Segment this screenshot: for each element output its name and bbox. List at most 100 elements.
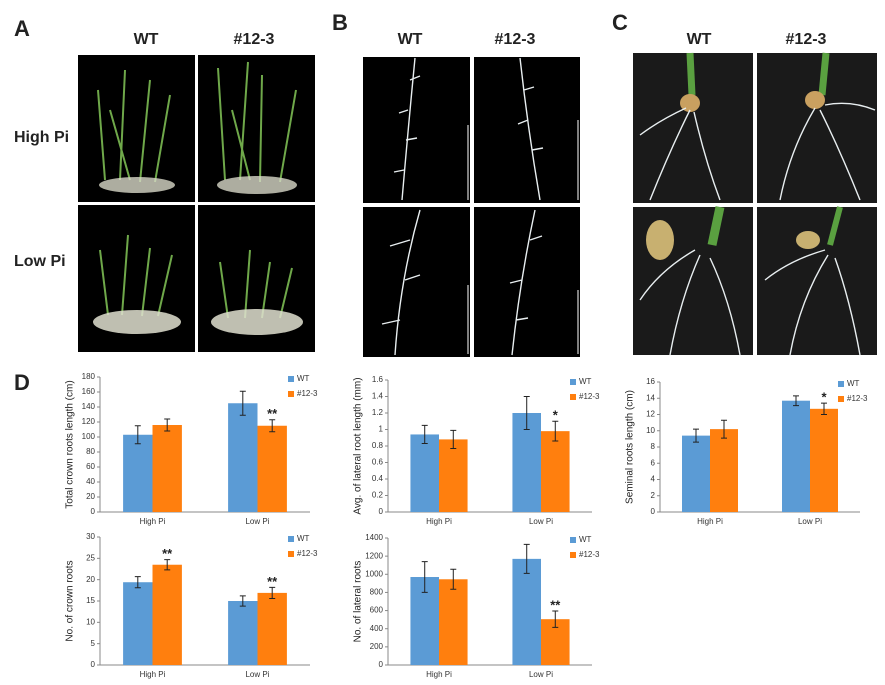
error-bar [239,390,246,416]
photo-grid-a [78,55,315,352]
y-tick-label: 14 [646,393,655,402]
bar [123,582,153,665]
y-tick-label: 800 [370,588,384,597]
x-tick-label: Low Pi [529,517,553,526]
column-header: WT [134,31,159,48]
x-tick-label: Low Pi [245,670,269,679]
y-tick-label: 4 [651,475,656,484]
y-axis-label: No. of lateral roots [353,561,364,643]
error-bar [164,418,171,432]
x-tick-label: High Pi [140,517,166,526]
y-tick-label: 6 [651,458,656,467]
y-tick-label: 1400 [365,533,383,542]
legend-label: #12-3 [297,549,318,558]
bar [152,564,182,665]
legend-label: #12-3 [579,550,600,559]
legend-label: WT [297,534,310,543]
column-header: #12-3 [495,31,536,48]
y-tick-label: 25 [86,553,95,562]
y-axis-label: Avg. of lateral root length (mm) [353,377,364,514]
x-tick-label: High Pi [426,670,452,679]
error-bar [523,396,530,430]
panel-label: C [612,10,628,35]
bar [439,439,468,512]
y-tick-label: 16 [646,377,655,386]
bar [228,403,258,512]
y-tick-label: 0 [91,660,96,669]
bar [782,400,810,512]
column-header: WT [398,31,423,48]
y-tick-label: 8 [651,442,656,451]
y-tick-label: 20 [86,492,95,501]
row-header: Low Pi [14,253,66,270]
bar [810,408,838,512]
y-tick-label: 0 [651,507,656,516]
error-bar [134,425,141,445]
legend-swatch [570,394,576,400]
y-tick-label: 0 [91,507,96,516]
y-axis-label: Seminal roots length (cm) [625,390,636,504]
bar [123,434,153,512]
error-bar [450,568,457,590]
column-header: #12-3 [234,31,275,48]
y-tick-label: 600 [370,606,384,615]
error-bar [721,419,727,439]
bar [257,592,287,665]
y-tick-label: 0.4 [372,474,384,483]
legend-swatch [838,381,844,387]
y-tick-label: 1 [379,425,384,434]
y-tick-label: 10 [646,426,655,435]
error-bar [269,586,276,599]
legend-swatch [570,537,576,543]
legend-label: #12-3 [297,389,318,398]
error-bar [552,610,559,628]
error-bar [523,543,530,574]
y-axis-label: Total crown roots length (cm) [65,380,76,508]
x-tick-label: High Pi [140,670,166,679]
error-bar [552,420,559,442]
panel-label: A [14,16,30,41]
bar [257,425,287,512]
legend-label: WT [847,379,860,388]
y-tick-label: 10 [86,617,95,626]
y-tick-label: 100 [82,432,96,441]
significance-mark: ** [267,406,278,421]
error-bar [164,559,171,571]
y-tick-label: 0 [379,660,384,669]
legend-swatch [288,391,294,397]
y-tick-label: 30 [86,532,95,541]
legend-swatch [288,536,294,542]
x-tick-label: High Pi [426,517,452,526]
bar [410,434,439,512]
legend-swatch [288,376,294,382]
error-bar [239,595,246,607]
bar [682,435,710,512]
bar [541,431,570,512]
bar [228,601,258,665]
error-bar [450,429,457,449]
bar [512,558,541,665]
error-bar [421,424,428,445]
bar [152,425,182,512]
x-tick-label: Low Pi [529,670,553,679]
photo-grid-b [363,57,580,357]
y-tick-label: 140 [82,402,96,411]
error-bar [134,576,141,589]
legend-swatch [570,379,576,385]
y-tick-label: 400 [370,624,384,633]
x-tick-label: Low Pi [245,517,269,526]
legend-label: #12-3 [579,392,600,401]
bar [710,429,738,512]
column-header: #12-3 [786,31,827,48]
x-tick-label: Low Pi [798,517,822,526]
legend-swatch [570,552,576,558]
y-tick-label: 0 [379,507,384,516]
y-tick-label: 120 [82,417,96,426]
y-tick-label: 0.6 [372,458,384,467]
legend-label: #12-3 [847,394,868,403]
panel-label: B [332,10,348,35]
significance-mark: * [821,390,827,405]
panel-label: D [14,370,30,395]
y-tick-label: 1.2 [372,408,384,417]
y-tick-label: 60 [86,462,95,471]
